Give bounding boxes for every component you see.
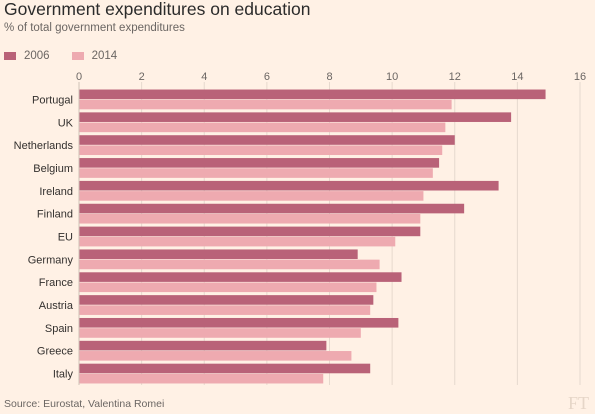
x-tick-label-0: 0 [76,71,82,83]
bar-2014-greece [79,351,352,361]
legend-label-2006: 2006 [24,50,50,62]
legend: 2006 2014 [4,50,139,62]
bar-2014-ireland [79,191,424,201]
category-label-germany: Germany [28,254,74,266]
category-label-austria: Austria [39,300,74,312]
bar-2006-uk [79,112,512,122]
bar-2006-netherlands [79,135,455,145]
x-tick-label-4: 8 [326,71,332,83]
source-note: Source: Eurostat, Valentina Romei [4,398,165,410]
x-tick-label-2: 4 [201,71,207,83]
bar-2006-belgium [79,158,440,168]
category-label-greece: Greece [37,346,73,358]
legend-label-2014: 2014 [91,50,118,62]
x-tick-label-1: 2 [139,71,145,83]
bar-2014-finland [79,213,421,224]
bar-2006-greece [79,340,327,351]
bar-2006-ireland [79,180,499,191]
category-label-eu: EU [58,232,73,244]
bar-2014-belgium [79,168,433,178]
chart-subtitle: % of total government expenditures [4,22,185,34]
chart-title: Government expenditures on education [4,0,311,19]
category-label-portugal: Portugal [32,94,73,106]
category-label-netherlands: Netherlands [14,140,74,152]
legend-swatch-2014 [71,52,84,60]
bar-2014-germany [79,259,380,270]
bar-2006-germany [79,249,358,260]
bar-2014-austria [79,305,371,315]
x-tick-label-3: 6 [264,71,270,83]
x-tick-label-7: 14 [511,71,523,83]
category-label-france: France [39,277,73,289]
bar-2006-eu [79,226,421,237]
bar-2006-italy [79,363,371,374]
bar-2014-uk [79,122,446,133]
bar-2006-france [79,272,402,282]
bar-2006-finland [79,203,465,214]
bar-2006-austria [79,295,374,305]
category-label-spain: Spain [45,323,73,335]
bar-2014-portugal [79,99,452,110]
x-tick-label-6: 12 [449,71,461,83]
legend-swatch-2006 [4,52,16,60]
x-tick-label-8: 16 [574,71,586,83]
category-label-italy: Italy [53,369,74,381]
legend-item-2006: 2006 [4,50,50,62]
bar-2014-netherlands [79,145,443,156]
category-label-uk: UK [58,117,74,129]
bar-2014-spain [79,328,361,338]
category-label-ireland: Ireland [39,186,73,198]
x-tick-label-5: 10 [386,71,398,83]
bar-2014-italy [79,373,324,384]
legend-item-2014: 2014 [71,50,118,62]
bar-2006-spain [79,317,399,328]
ft-logo: FT [567,393,589,413]
category-label-finland: Finland [37,209,73,221]
bar-2014-eu [79,236,396,247]
bar-2014-france [79,282,377,293]
category-label-belgium: Belgium [33,163,73,175]
bar-2006-portugal [79,89,546,100]
